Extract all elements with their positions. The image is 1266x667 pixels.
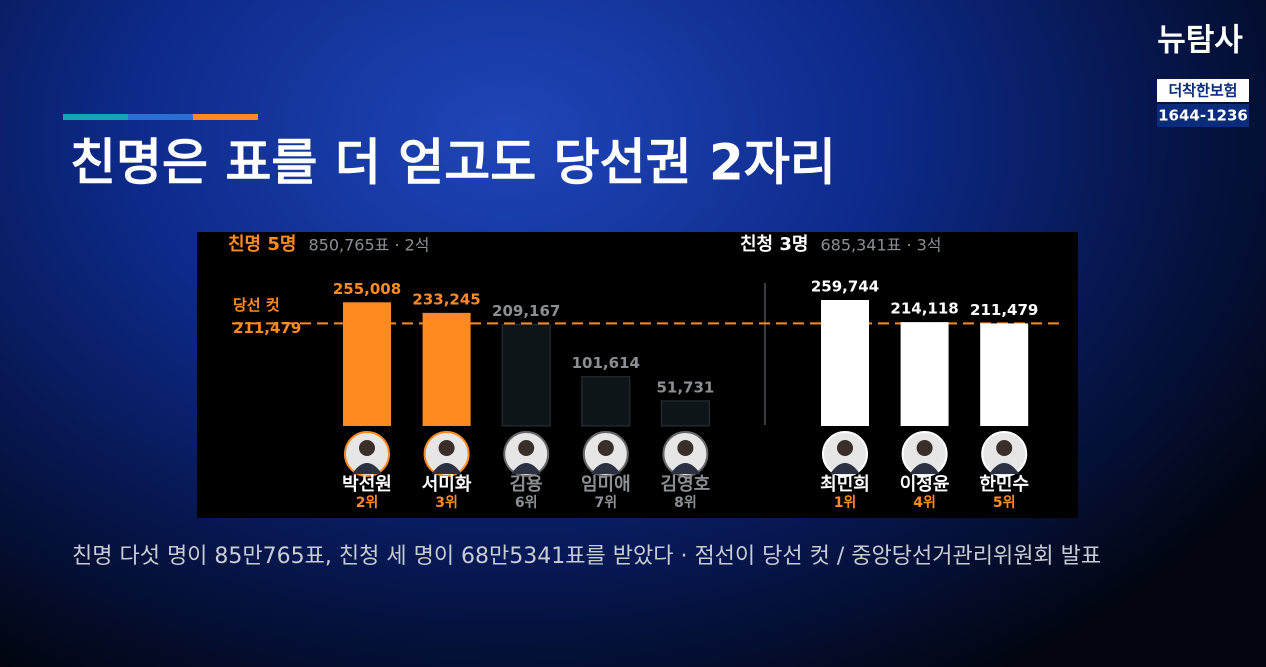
bar [422,312,471,426]
category-label: 최민희 [820,474,870,495]
photo-body [670,463,701,474]
photo-head [359,440,375,456]
photo-head [438,440,455,456]
photo-body [989,463,1020,474]
rank-label: 4위 [913,495,936,511]
category-label: 박선원 [342,474,392,495]
bar [821,300,869,426]
accent-bar [128,114,193,120]
photo-head [597,440,614,456]
value-label: 211,479 [970,301,1038,319]
group-summary: 850,765표 · 2석 [308,236,429,255]
category-label: 임미애 [581,474,631,495]
rank-label: 8위 [674,495,697,511]
photo-body [431,463,462,474]
category-label: 김용 [510,474,543,495]
phone-box [1157,104,1249,127]
value-label: 101,614 [572,354,640,372]
threshold-value: 211,479 [233,319,301,337]
rank-label: 7위 [594,495,617,511]
logo: 뉴탐사 [1157,23,1243,59]
rank-label: 5위 [993,495,1016,511]
rank-label: 3위 [435,495,458,511]
category-label: 서미화 [422,474,472,495]
category-label: 이정윤 [900,474,950,495]
bar [980,323,1029,426]
photo-body [909,463,940,474]
value-label: 209,167 [492,302,560,320]
group-title: 친명 5명 [228,234,296,255]
phone: 1644-1236 [1158,107,1248,125]
sponsor-box [1157,79,1249,102]
accent-bar [63,114,128,120]
category-label: 한민수 [979,474,1029,495]
value-label: 214,118 [890,300,958,318]
photo-head [916,440,933,456]
group-title: 친청 3명 [740,234,808,255]
rank-label: 1위 [834,495,857,511]
photo-body [830,463,860,474]
title: 친명은 표를 더 얻고도 당선권 2자리 [70,134,836,192]
sponsor: 더착한보험 [1168,82,1237,100]
value-label: 255,008 [333,280,401,298]
category-label: 김영호 [661,474,711,495]
threshold-label: 당선 컷 [233,296,280,314]
bar [501,324,551,427]
caption: 친명 다섯 명이 85만765표, 친청 세 명이 68만5341표를 받았다 … [72,544,1102,569]
photo-head [677,440,694,456]
photo-head [518,440,535,456]
value-label: 51,731 [656,378,714,396]
photo-body [511,463,542,474]
rank-label: 2위 [356,495,379,511]
bar [343,302,391,426]
group-summary: 685,341표 · 3석 [820,236,941,255]
bar [660,400,710,427]
photo-head [837,440,853,456]
bar [900,322,949,426]
photo-body [590,463,621,474]
accent-bar [193,114,258,120]
value-label: 259,744 [811,278,879,296]
value-label: 233,245 [412,290,480,308]
photo-head [996,440,1013,456]
photo-body [352,463,382,474]
rank-label: 6위 [515,495,538,511]
bar [581,376,631,427]
